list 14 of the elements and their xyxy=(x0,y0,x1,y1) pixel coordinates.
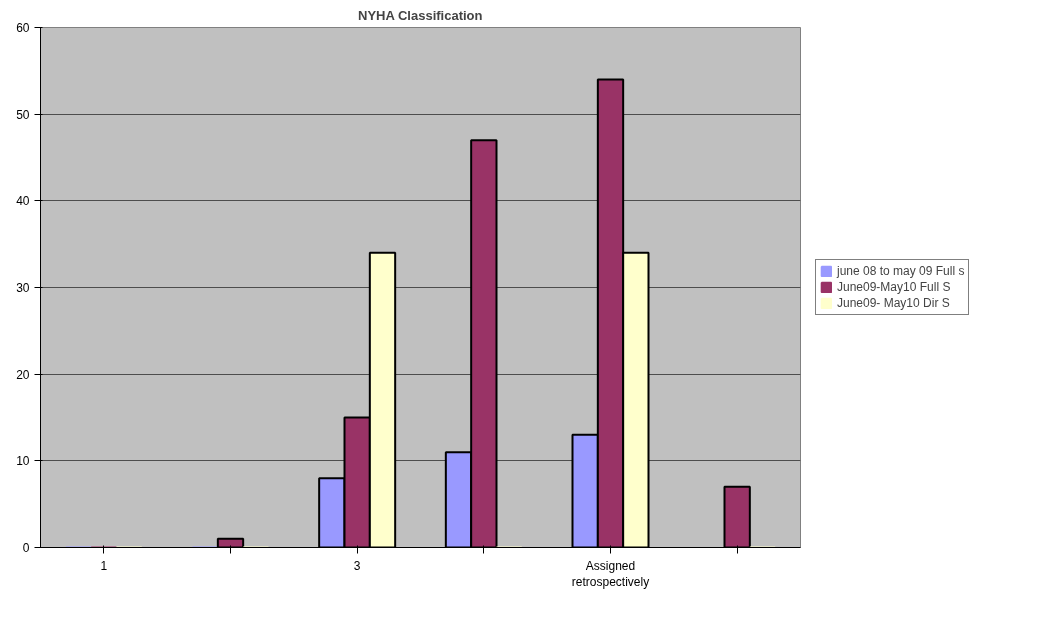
y-tick-label: 10 xyxy=(16,454,30,469)
y-tick-label: 0 xyxy=(22,541,30,555)
y-tick-label: 20 xyxy=(16,367,30,382)
y-tick-label: 30 xyxy=(16,281,30,295)
y-tick-label: 40 xyxy=(16,194,30,209)
y-tick-label: 60 xyxy=(16,21,30,35)
legend-label: june 08 to may 09 Full s xyxy=(837,264,965,278)
x-tick-label: 3 xyxy=(353,558,361,573)
chart-title: NYHA Classification xyxy=(358,7,483,23)
legend-label: June09- May10 Dir S xyxy=(837,296,950,310)
legend-label: June09-May10 Full S xyxy=(837,280,951,294)
x-tick-label: Assigned retrospectively xyxy=(571,558,650,590)
x-tick-label: 1 xyxy=(100,558,108,573)
y-tick-label: 50 xyxy=(16,107,30,122)
